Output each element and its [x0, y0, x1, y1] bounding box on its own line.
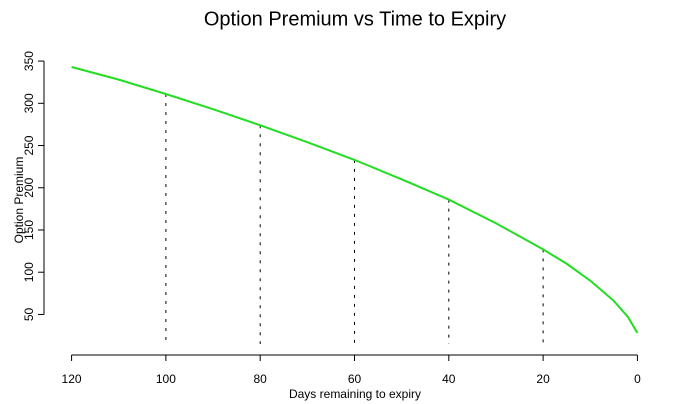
y-tick-label: 200	[22, 177, 36, 197]
x-tick-label: 40	[442, 372, 456, 386]
y-tick-label: 350	[22, 51, 36, 71]
y-tick-label: 250	[22, 135, 36, 155]
y-tick-label: 50	[22, 307, 36, 321]
x-axis-label: Days remaining to expiry	[289, 387, 421, 401]
x-tick-label: 0	[634, 372, 641, 386]
x-tick-label: 120	[62, 372, 82, 386]
line-series	[71, 66, 639, 334]
x-tick-label: 80	[254, 372, 268, 386]
y-tick-label: 100	[22, 262, 36, 282]
y-tick-label: 300	[22, 93, 36, 113]
x-tick-label: 60	[348, 372, 362, 386]
x-tick-label: 100	[156, 372, 176, 386]
chart-title: Option Premium vs Time to Expiry	[204, 8, 506, 30]
y-axis-label: Option Premium	[12, 157, 26, 244]
y-tick-label: 150	[22, 220, 36, 240]
x-tick-label: 20	[536, 372, 550, 386]
